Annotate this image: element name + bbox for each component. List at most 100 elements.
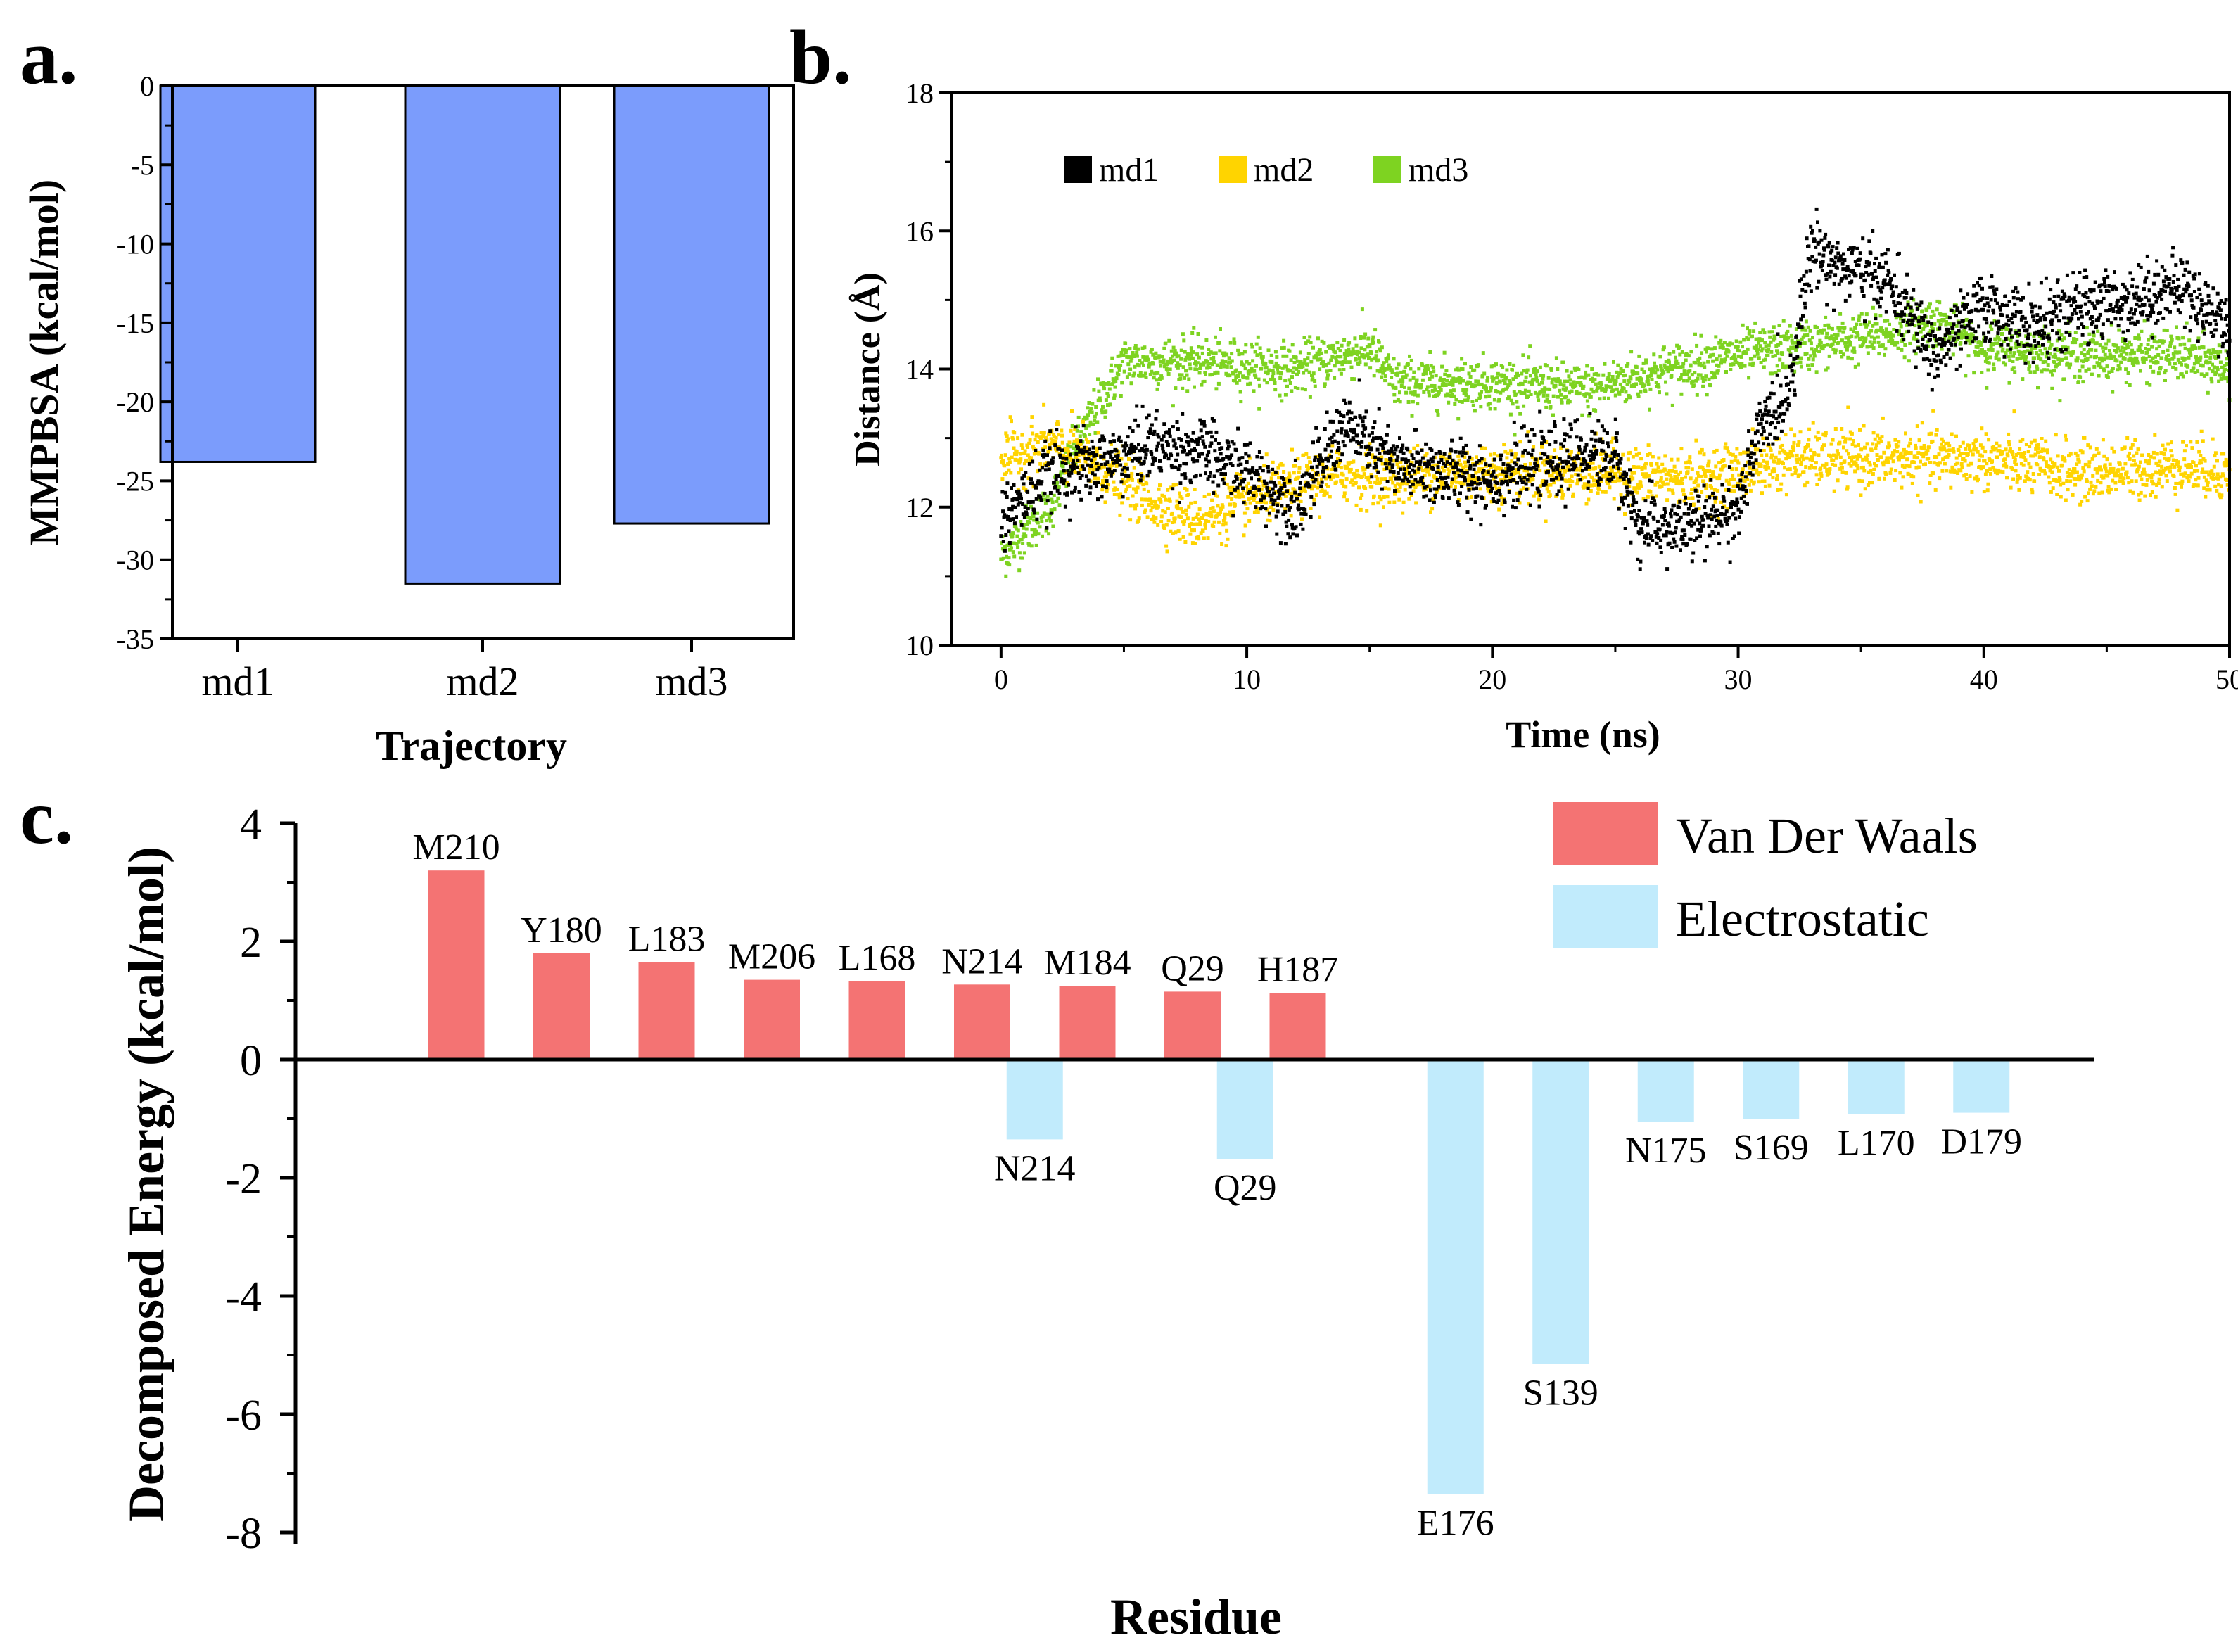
chart-b-point-md2 bbox=[1044, 435, 1048, 439]
chart-b-point-md3 bbox=[1045, 494, 1050, 498]
chart-b-point-md3 bbox=[1551, 377, 1555, 381]
chart-b-point-md2 bbox=[2137, 493, 2141, 497]
chart-b-point-md3 bbox=[1521, 353, 1525, 357]
chart-b-point-md3 bbox=[2207, 367, 2211, 371]
chart-b-point-md2 bbox=[1682, 499, 1686, 503]
chart-b-point-md2 bbox=[1496, 454, 1500, 458]
chart-b-point-md2 bbox=[1991, 466, 1995, 470]
chart-b-point-md2 bbox=[1321, 462, 1325, 466]
chart-b-point-md2 bbox=[1216, 504, 1220, 508]
chart-b-point-md3 bbox=[1465, 398, 1470, 402]
chart-b-point-md2 bbox=[1674, 469, 1678, 474]
chart-b-point-md3 bbox=[1049, 508, 1053, 512]
chart-b-point-md2 bbox=[1577, 451, 1581, 455]
chart-b-point-md2 bbox=[1423, 454, 1428, 458]
chart-b-point-md3 bbox=[1302, 371, 1306, 375]
chart-b-point-md2 bbox=[1714, 464, 1718, 469]
chart-b-point-md3 bbox=[1978, 343, 1983, 347]
chart-b-point-md2 bbox=[1857, 478, 1862, 483]
chart-b-point-md3 bbox=[1117, 373, 1121, 377]
chart-b-point-md2 bbox=[1734, 455, 1738, 459]
chart-b-point-md2 bbox=[1363, 486, 1368, 490]
chart-b-point-md2 bbox=[1269, 505, 1273, 509]
chart-b-point-md3 bbox=[1853, 364, 1857, 369]
chart-b-point-md3 bbox=[1480, 390, 1483, 394]
chart-b-point-md2 bbox=[1012, 446, 1016, 450]
chart-b-point-md3 bbox=[1762, 365, 1766, 369]
chart-b-point-md2 bbox=[1190, 528, 1195, 533]
chart-b-point-md2 bbox=[1102, 464, 1107, 469]
chart-b-point-md2 bbox=[1021, 446, 1025, 450]
chart-b-point-md3 bbox=[1112, 396, 1117, 400]
chart-b-point-md2 bbox=[1677, 472, 1681, 476]
chart-b-point-md2 bbox=[1841, 435, 1845, 439]
chart-b-point-md3 bbox=[1070, 424, 1074, 428]
chart-b-point-md3 bbox=[1278, 393, 1282, 398]
chart-b-point-md2 bbox=[2018, 439, 2023, 443]
chart-b-point-md2 bbox=[1828, 467, 1832, 471]
chart-b-point-md3 bbox=[2109, 356, 2113, 360]
chart-b-point-md2 bbox=[1283, 479, 1287, 483]
chart-b-point-md3 bbox=[1271, 371, 1276, 376]
chart-b-point-md2 bbox=[1136, 519, 1140, 523]
chart-b-point-md2 bbox=[1805, 480, 1810, 484]
chart-b-point-md3 bbox=[1945, 319, 1948, 324]
chart-b-point-md3 bbox=[1236, 348, 1240, 352]
chart-b-point-md3 bbox=[2071, 350, 2075, 354]
chart-b-point-md2 bbox=[1790, 473, 1794, 477]
chart-b-point-md3 bbox=[1595, 388, 1599, 393]
chart-b-point-md3 bbox=[1725, 354, 1729, 358]
chart-b-point-md2 bbox=[1743, 479, 1747, 483]
chart-b-point-md3 bbox=[1156, 382, 1160, 386]
chart-b-point-md2 bbox=[2083, 436, 2087, 440]
chart-b-point-md2 bbox=[2168, 469, 2172, 474]
chart-b-point-md3 bbox=[1114, 379, 1118, 383]
chart-b-point-md2 bbox=[1252, 498, 1256, 502]
chart-b-point-md3 bbox=[1215, 363, 1219, 367]
chart-b-point-md3 bbox=[1985, 386, 1989, 390]
chart-b-point-md3 bbox=[1568, 390, 1572, 395]
chart-b-point-md3 bbox=[1750, 363, 1755, 367]
chart-b-point-md2 bbox=[1814, 473, 1819, 477]
chart-b-point-md3 bbox=[1683, 372, 1687, 376]
chart-b-point-md2 bbox=[1121, 478, 1125, 481]
chart-b-point-md3 bbox=[1796, 339, 1800, 343]
chart-b-point-md3 bbox=[1160, 355, 1164, 359]
chart-b-point-md2 bbox=[2074, 477, 2078, 481]
chart-b-point-md2 bbox=[1594, 466, 1598, 470]
chart-b-point-md3 bbox=[1043, 497, 1047, 502]
chart-b-point-md3 bbox=[1015, 542, 1019, 546]
chart-b-point-md2 bbox=[1360, 474, 1364, 478]
chart-b-point-md2 bbox=[1745, 471, 1749, 475]
chart-b-point-md2 bbox=[2080, 500, 2084, 503]
chart-b-point-md3 bbox=[2168, 344, 2172, 348]
chart-b-point-md2 bbox=[1544, 457, 1549, 462]
chart-b-point-md3 bbox=[1769, 350, 1774, 354]
chart-b-point-md3 bbox=[1818, 338, 1822, 343]
chart-b-point-md3 bbox=[1914, 352, 1918, 356]
chart-b-point-md3 bbox=[1087, 401, 1091, 405]
chart-b-point-md3 bbox=[1239, 400, 1243, 404]
chart-b-point-md3 bbox=[1397, 380, 1401, 384]
chart-b-point-md3 bbox=[1229, 365, 1233, 369]
chart-b-point-md2 bbox=[2049, 465, 2054, 469]
chart-b-point-md3 bbox=[1190, 331, 1195, 335]
chart-b-point-md2 bbox=[1712, 450, 1717, 454]
chart-b-point-md3 bbox=[1413, 385, 1418, 389]
chart-b-point-md2 bbox=[1414, 483, 1418, 488]
chart-b-point-md3 bbox=[1120, 360, 1124, 363]
chart-b-point-md3 bbox=[1270, 360, 1274, 364]
chart-b-point-md3 bbox=[1655, 383, 1660, 387]
chart-b-point-md3 bbox=[2061, 345, 2065, 350]
chart-b-point-md2 bbox=[1359, 496, 1363, 500]
chart-b-point-md2 bbox=[1660, 462, 1665, 466]
chart-b-point-md3 bbox=[1427, 390, 1431, 394]
chart-b-point-md2 bbox=[1962, 452, 1966, 455]
chart-b-point-md3 bbox=[2135, 357, 2139, 361]
chart-b-point-md2 bbox=[1035, 433, 1039, 436]
chart-b-point-md3 bbox=[1850, 357, 1854, 361]
chart-b-point-md3 bbox=[2124, 367, 2128, 371]
chart-b-point-md3 bbox=[1474, 379, 1478, 383]
chart-b-point-md3 bbox=[1017, 551, 1022, 555]
chart-b-point-md3 bbox=[1714, 335, 1718, 339]
